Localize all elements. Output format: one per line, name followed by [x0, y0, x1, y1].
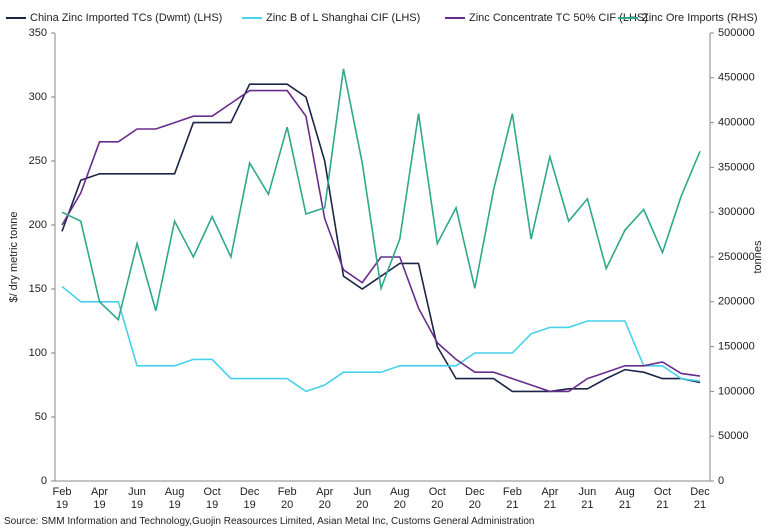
y2-tick-label: 200000: [718, 296, 755, 308]
y2-tick-label: 0: [718, 475, 724, 487]
x-tick-label: Dec 19: [239, 486, 260, 511]
y2-axis-label: tonnes: [752, 240, 764, 274]
x-tick-label: Oct 20: [428, 486, 446, 511]
legend-label: Zinc B of L Shanghai CIF (LHS): [266, 12, 420, 24]
series-line: [61, 285, 701, 393]
x-tick-label: Oct 19: [203, 486, 221, 511]
legend-label: Zinc Concentrate TC 50% CIF (LHS): [469, 12, 648, 24]
x-tick-label: Aug 21: [615, 486, 635, 511]
legend-label: Zinc Ore Imports (RHS): [642, 12, 758, 24]
x-tick-label: Aug 20: [389, 486, 410, 511]
x-tick-label: Aug 19: [164, 486, 185, 511]
y-axis-label: $/ dry metric tonne: [8, 211, 20, 302]
x-tick-label: Jun 20: [353, 486, 372, 511]
x-tick-label: Dec 20: [465, 486, 485, 511]
y2-tick-label: 350000: [718, 161, 755, 173]
source-note: Source: SMM Information and Technology,G…: [4, 516, 535, 527]
y2-tick-label: 300000: [718, 206, 755, 218]
y-tick-label: 200: [29, 219, 47, 231]
x-tick-label: Feb 21: [502, 486, 522, 511]
y2-tick-label: 100000: [718, 385, 755, 397]
series-line: [61, 83, 701, 393]
series-line: [61, 89, 701, 393]
x-tick-label: Dec 21: [690, 486, 710, 511]
x-tick-label: Jun 21: [578, 486, 597, 511]
y-tick-label: 150: [29, 283, 47, 295]
y2-tick-label: 450000: [718, 72, 755, 84]
x-tick-label: Apr 19: [90, 486, 109, 511]
y2-tick-label: 150000: [718, 341, 755, 353]
y-tick-label: 250: [29, 155, 47, 167]
x-tick-label: Jun 19: [128, 486, 146, 511]
y-tick-label: 50: [35, 411, 47, 423]
y-tick-label: 350: [29, 27, 47, 39]
x-tick-label: Oct 21: [653, 486, 672, 511]
y2-tick-label: 250000: [718, 251, 755, 263]
y2-tick-label: 50000: [718, 430, 749, 442]
x-tick-label: Feb 20: [277, 486, 297, 511]
x-tick-label: Apr 21: [541, 486, 559, 511]
x-tick-label: Apr 20: [316, 486, 334, 511]
legend-label: China Zinc Imported TCs (Dwmt) (LHS): [30, 12, 222, 24]
series-line: [61, 68, 701, 322]
y2-tick-label: 400000: [718, 117, 755, 129]
y-tick-label: 100: [29, 347, 47, 359]
x-tick-label: Feb 19: [52, 486, 72, 511]
y-tick-label: 300: [29, 91, 47, 103]
y2-tick-label: 500000: [718, 27, 755, 39]
y-tick-label: 0: [41, 475, 47, 487]
